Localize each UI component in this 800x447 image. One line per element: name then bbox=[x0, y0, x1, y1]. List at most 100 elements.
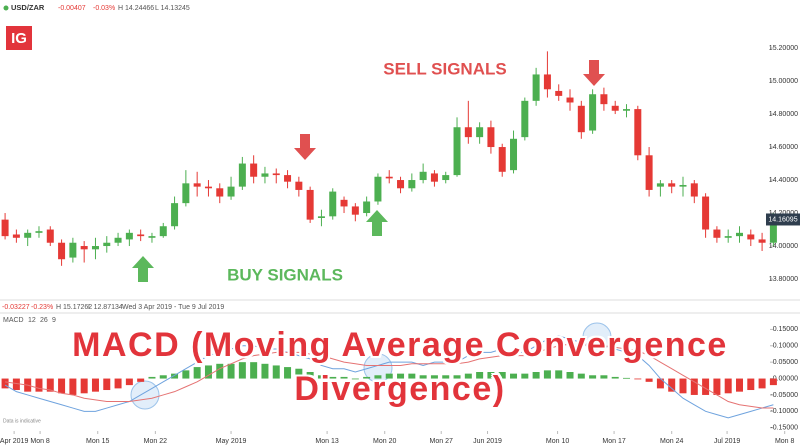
x-tick-label: Mon 24 bbox=[660, 438, 683, 445]
histogram-bar bbox=[340, 376, 348, 379]
candle-body bbox=[476, 127, 484, 138]
range-dates: Wed 3 Apr 2019 - Tue 9 Jul 2019 bbox=[122, 304, 224, 311]
candle-body bbox=[250, 163, 258, 177]
change: -0.00407 bbox=[58, 5, 86, 12]
histogram-bar bbox=[668, 378, 676, 392]
candle-body bbox=[464, 127, 472, 138]
histogram-bar bbox=[679, 378, 687, 394]
histogram-bar bbox=[611, 376, 619, 379]
histogram-bar bbox=[555, 370, 563, 379]
histogram-bar bbox=[713, 378, 721, 395]
candle-body bbox=[91, 246, 99, 250]
histogram-bar bbox=[374, 375, 382, 379]
sell-arrow bbox=[294, 134, 316, 160]
histogram-bar bbox=[329, 376, 337, 379]
macd-line bbox=[4, 335, 774, 419]
histogram-bar bbox=[46, 378, 54, 392]
histogram-bar bbox=[577, 373, 585, 379]
headline: MACD (Moving Average Convergence Diverge… bbox=[72, 326, 728, 408]
candle-body bbox=[227, 186, 235, 197]
histogram-bar bbox=[261, 363, 269, 379]
candle-body bbox=[543, 74, 551, 90]
range-change-pct: -0.23% bbox=[31, 304, 53, 311]
histogram-bar bbox=[363, 376, 371, 379]
histogram-bar bbox=[566, 372, 574, 379]
candle-body bbox=[498, 147, 506, 172]
candle-body bbox=[385, 176, 393, 179]
histogram-bar bbox=[656, 378, 664, 389]
last-price-box bbox=[766, 213, 800, 226]
y-tick-label: 14.80000 bbox=[769, 111, 798, 118]
y-tick-label: 14.20000 bbox=[769, 210, 798, 217]
candle-body bbox=[182, 183, 190, 204]
status-dot bbox=[3, 5, 9, 11]
y-tick-label: 0.15000 bbox=[773, 326, 798, 333]
y-tick-label: 0.00000 bbox=[773, 375, 798, 382]
candle-body bbox=[645, 155, 653, 190]
histogram-bar bbox=[747, 378, 755, 391]
x-tick-label: May 2019 bbox=[216, 438, 247, 445]
histogram-bar bbox=[295, 368, 303, 379]
logo: IG bbox=[11, 30, 27, 47]
candle-body bbox=[702, 196, 710, 230]
candle-body bbox=[216, 188, 224, 197]
candle-body bbox=[735, 232, 743, 237]
histogram-bar bbox=[69, 378, 77, 395]
x-tick-label: Mon 13 bbox=[315, 438, 338, 445]
histogram-bar bbox=[216, 363, 224, 379]
candle-body bbox=[46, 229, 54, 243]
candle-body bbox=[690, 183, 698, 197]
candle-body bbox=[510, 138, 518, 171]
histogram-bar bbox=[769, 378, 777, 386]
x-tick-label: Mon 15 bbox=[86, 438, 109, 445]
candle-body bbox=[611, 105, 619, 111]
x-tick-label: Mon 27 bbox=[430, 438, 453, 445]
disclaimer: Data is indicative bbox=[3, 418, 41, 424]
candle-body bbox=[679, 184, 687, 187]
x-tick-label: Jul 2019 bbox=[714, 438, 741, 445]
candle-body bbox=[397, 180, 405, 189]
histogram-bar bbox=[171, 373, 179, 379]
y-tick-label: -0.15000 bbox=[770, 425, 798, 432]
y-tick-label: 15.20000 bbox=[769, 45, 798, 52]
histogram-bar bbox=[408, 373, 416, 379]
candle-body bbox=[272, 173, 280, 176]
candle-body bbox=[668, 183, 676, 187]
histogram-bar bbox=[623, 377, 631, 379]
histogram-bar bbox=[193, 367, 201, 379]
histogram-bar bbox=[532, 372, 540, 379]
candle-body bbox=[374, 176, 382, 202]
candle-body bbox=[159, 226, 167, 237]
candle-body bbox=[713, 229, 721, 238]
y-tick-label: 15.00000 bbox=[769, 78, 798, 85]
candle-body bbox=[103, 242, 111, 247]
macd-line bbox=[5, 343, 774, 409]
candle-body bbox=[204, 186, 212, 189]
candle-body bbox=[35, 231, 43, 233]
histogram-bar bbox=[91, 378, 99, 392]
candle-body bbox=[12, 234, 20, 238]
histogram-bar bbox=[464, 373, 472, 379]
histogram-bar bbox=[238, 362, 246, 379]
candle-body bbox=[114, 237, 122, 243]
candle-body bbox=[284, 175, 292, 182]
indicator-param: 12 bbox=[28, 317, 36, 324]
sell-arrow bbox=[583, 60, 605, 86]
highlight-circle bbox=[363, 353, 393, 383]
histogram-bar bbox=[125, 378, 133, 386]
histogram-bar bbox=[724, 378, 732, 394]
candle-body bbox=[1, 219, 9, 237]
candle-body bbox=[306, 189, 314, 220]
candle-body bbox=[351, 206, 359, 215]
histogram-bar bbox=[137, 378, 145, 382]
last-price-label: 14.16095 bbox=[768, 216, 797, 223]
histogram-bar bbox=[284, 367, 292, 379]
histogram-bar bbox=[521, 373, 529, 379]
candle-body bbox=[137, 234, 145, 237]
histogram-bar bbox=[543, 370, 551, 379]
y-tick-label: -0.10000 bbox=[770, 408, 798, 415]
candle-body bbox=[317, 216, 325, 218]
candle-body bbox=[329, 191, 337, 217]
candle-body bbox=[430, 173, 438, 182]
